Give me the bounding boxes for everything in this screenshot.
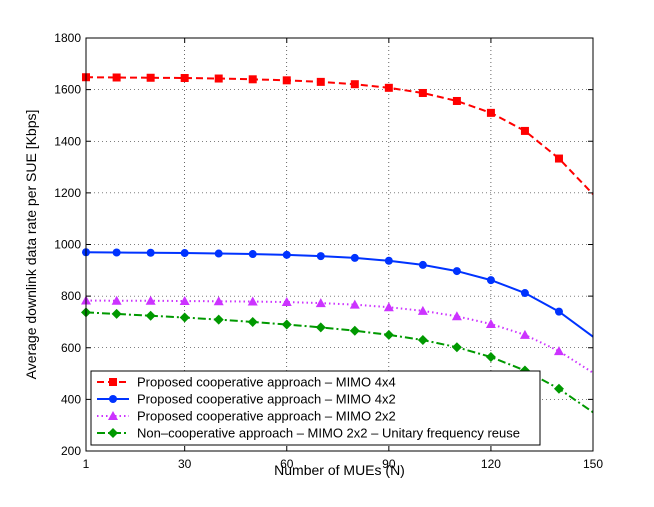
data-point bbox=[281, 297, 292, 307]
data-point bbox=[248, 75, 257, 84]
x-tick-label: 60 bbox=[280, 457, 294, 471]
data-point bbox=[520, 126, 529, 135]
data-point bbox=[554, 307, 563, 316]
y-tick-label: 1000 bbox=[54, 238, 81, 252]
data-point bbox=[519, 329, 530, 339]
data-point bbox=[179, 296, 190, 306]
data-point bbox=[111, 308, 122, 319]
legend-swatch-marker bbox=[108, 411, 118, 420]
y-axis-label: Average downlink data rate per SUE [Kbps… bbox=[23, 110, 39, 380]
data-point bbox=[315, 322, 326, 333]
data-point bbox=[179, 312, 190, 323]
data-point bbox=[111, 295, 122, 305]
series-4 bbox=[81, 307, 594, 414]
series-line bbox=[85, 76, 594, 195]
data-point bbox=[213, 314, 224, 325]
data-point bbox=[418, 260, 427, 269]
data-point bbox=[520, 289, 529, 298]
data-point bbox=[247, 296, 258, 306]
x-tick-label: 1 bbox=[83, 457, 90, 471]
data-point bbox=[384, 256, 393, 265]
series-1 bbox=[82, 73, 594, 195]
legend-box bbox=[90, 370, 541, 446]
data-point bbox=[112, 248, 121, 257]
plot-series bbox=[81, 73, 594, 414]
legend: Proposed cooperative approach – MIMO 4x4… bbox=[90, 370, 541, 446]
data-point bbox=[213, 296, 224, 306]
data-point bbox=[485, 352, 496, 363]
data-point bbox=[349, 325, 360, 336]
x-axis-label: Number of MUEs (N) bbox=[274, 462, 405, 478]
data-point bbox=[112, 73, 121, 82]
data-point bbox=[282, 76, 291, 85]
data-point bbox=[451, 311, 462, 321]
legend-swatch-marker bbox=[109, 395, 117, 403]
legend-entry-label: Proposed cooperative approach – MIMO 4x2 bbox=[137, 392, 396, 407]
tick-labels: 200 400 600 800 1000 1200 1400 1600 1800 1 30 60 90 1… bbox=[54, 31, 603, 471]
data-point bbox=[485, 319, 496, 329]
x-tick-label: 150 bbox=[583, 457, 603, 471]
data-point bbox=[281, 319, 292, 330]
data-point bbox=[350, 253, 359, 262]
data-point bbox=[349, 299, 360, 309]
data-point bbox=[554, 154, 563, 163]
x-tick-label: 90 bbox=[382, 457, 396, 471]
legend-swatch-marker bbox=[108, 428, 118, 438]
y-tick-label: 800 bbox=[61, 289, 81, 303]
data-point bbox=[145, 310, 156, 321]
y-tick-label: 1400 bbox=[54, 134, 81, 148]
data-point bbox=[452, 96, 461, 105]
data-point bbox=[553, 346, 564, 356]
y-tick-label: 600 bbox=[61, 341, 81, 355]
y-tick-label: 200 bbox=[61, 444, 81, 458]
data-point bbox=[417, 305, 428, 315]
data-point bbox=[418, 88, 427, 97]
data-point bbox=[180, 74, 189, 83]
data-point bbox=[452, 267, 461, 276]
legend-swatch-marker bbox=[109, 378, 117, 386]
data-point bbox=[417, 335, 428, 346]
data-point bbox=[180, 249, 189, 258]
data-point bbox=[214, 249, 223, 258]
data-point bbox=[486, 276, 495, 285]
data-point bbox=[146, 248, 155, 257]
series-line bbox=[85, 251, 594, 338]
y-tick-label: 1600 bbox=[54, 83, 81, 97]
data-point bbox=[282, 250, 291, 259]
data-point bbox=[383, 302, 394, 312]
data-point bbox=[451, 342, 462, 353]
y-tick-label: 1800 bbox=[54, 31, 81, 45]
data-point bbox=[145, 295, 156, 305]
y-tick-label: 1200 bbox=[54, 186, 81, 200]
data-point bbox=[146, 73, 155, 82]
data-point bbox=[247, 316, 258, 327]
data-point bbox=[553, 383, 564, 394]
data-point bbox=[316, 252, 325, 261]
data-point bbox=[383, 329, 394, 340]
legend-entry-label: Non–cooperative approach – MIMO 2x2 – Un… bbox=[137, 426, 520, 441]
data-point bbox=[316, 77, 325, 86]
legend-entry-label: Proposed cooperative approach – MIMO 2x2 bbox=[137, 409, 396, 424]
data-point bbox=[214, 74, 223, 83]
data-point bbox=[248, 250, 257, 259]
legend-entry-label: Proposed cooperative approach – MIMO 4x4 bbox=[137, 375, 396, 390]
series-line bbox=[85, 299, 594, 374]
data-point bbox=[315, 298, 326, 308]
x-tick-label: 30 bbox=[178, 457, 192, 471]
y-tick-label: 400 bbox=[61, 392, 81, 406]
x-tick-label: 120 bbox=[481, 457, 501, 471]
series-line bbox=[85, 311, 594, 414]
plot-frame bbox=[85, 37, 594, 452]
data-point bbox=[384, 83, 393, 92]
series-2 bbox=[82, 248, 594, 338]
data-point bbox=[486, 108, 495, 117]
data-point bbox=[350, 80, 359, 89]
